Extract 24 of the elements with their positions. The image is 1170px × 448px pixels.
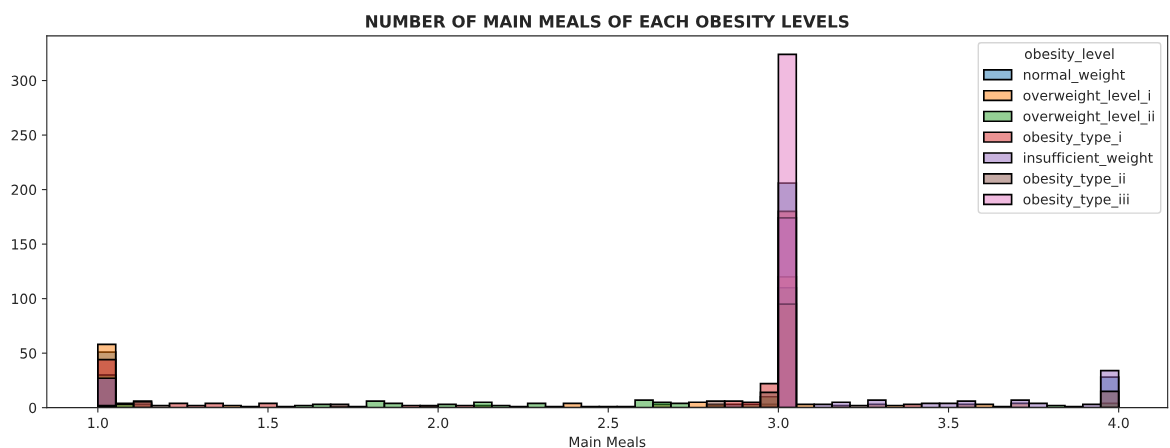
y-tick-label: 200 <box>11 184 37 196</box>
legend-label: overweight_level_i <box>1023 89 1150 104</box>
x-tick-label: 3.0 <box>768 417 789 429</box>
legend-label: obesity_type_iii <box>1023 193 1129 208</box>
x-axis-title: Main Meals <box>569 436 646 448</box>
legend-title: obesity_level <box>1024 48 1114 63</box>
legend-label: obesity_type_ii <box>1023 172 1125 187</box>
y-tick-label: 150 <box>12 239 37 250</box>
y-tick-label: 0 <box>29 402 37 414</box>
y-tick-label: 300 <box>11 75 37 87</box>
y-tick-label: 50 <box>20 348 37 359</box>
legend-label: obesity_type_i <box>1023 131 1121 146</box>
y-tick-label: 250 <box>11 130 37 141</box>
y-tick-label: 100 <box>12 293 37 305</box>
legend-label: overweight_level_ii <box>1023 110 1154 125</box>
legend-label: insufficient_weight <box>1024 152 1153 167</box>
chart-title: NUMBER OF MAIN MEALS OF EACH OBESITY LEVELS <box>366 15 849 28</box>
x-tick-label: 4.0 <box>1108 417 1129 429</box>
legend-label: normal_weight <box>1023 69 1125 83</box>
x-tick-label: 2.0 <box>428 417 449 429</box>
x-tick-label: 3.5 <box>938 417 959 429</box>
x-tick-label: 1.5 <box>258 417 278 429</box>
x-tick-label: 2.5 <box>598 417 619 429</box>
x-tick-label: 1.0 <box>88 417 108 429</box>
